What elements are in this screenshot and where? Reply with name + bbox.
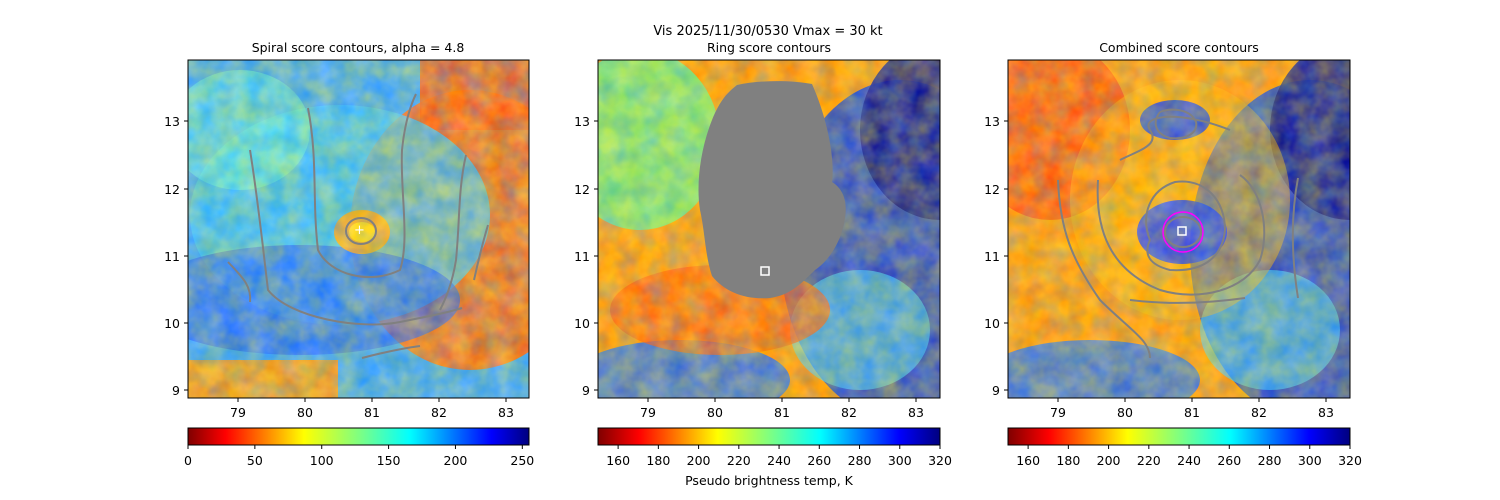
- colorbar-tick-label: 200: [444, 453, 468, 468]
- x-tick-label: 80: [297, 405, 313, 420]
- axes-frame: [1007, 59, 1351, 399]
- colorbar-label: Pseudo brightness temp, K: [685, 473, 854, 488]
- y-tick-label: 9: [582, 383, 590, 398]
- x-tick-label: 79: [640, 405, 656, 420]
- y-tick-label: 9: [172, 383, 180, 398]
- center-square-icon: [1177, 226, 1187, 236]
- x-tick-label: 80: [707, 405, 723, 420]
- x-tick-label: 80: [1117, 405, 1133, 420]
- panel-combined: Combined score contours: [984, 40, 1362, 468]
- image-ring: [598, 60, 940, 398]
- colorbar-tick-label: 150: [377, 453, 401, 468]
- y-tick-label: 12: [164, 182, 180, 197]
- panel-title: Ring score contours: [707, 40, 831, 55]
- colorbar-tick-label: 250: [510, 453, 534, 468]
- panel-title: Spiral score contours, alpha = 4.8: [252, 40, 465, 55]
- y-tick-label: 9: [992, 383, 1000, 398]
- spiral-contours: [227, 93, 489, 359]
- x-tick-label: 82: [841, 405, 857, 420]
- colorbar-tick-label: 0: [184, 453, 192, 468]
- panel-title: Combined score contours: [1099, 40, 1259, 55]
- combined-contours: [1057, 108, 1299, 359]
- x-tick-label: 83: [908, 405, 924, 420]
- colorbar-tick-label: 260: [1217, 453, 1241, 468]
- y-tick-label: 13: [574, 114, 590, 129]
- x-tick-label: 81: [364, 405, 380, 420]
- y-tick-label: 11: [164, 249, 180, 264]
- x-tick-label: 82: [431, 405, 447, 420]
- x-tick-label: 79: [230, 405, 246, 420]
- masked-region: [698, 81, 846, 299]
- center-square-icon: [760, 266, 770, 276]
- y-tick-label: 13: [164, 114, 180, 129]
- figure-suptitle: Vis 2025/11/30/0530 Vmax = 30 kt: [653, 24, 882, 39]
- y-tick-label: 10: [984, 316, 1000, 331]
- x-tick-label: 83: [1318, 405, 1334, 420]
- x-tick-label: 81: [1184, 405, 1200, 420]
- colorbar-tick-label: 160: [606, 453, 630, 468]
- colorbar-tick-label: 200: [1097, 453, 1121, 468]
- colorbar-tick-label: 280: [1258, 453, 1282, 468]
- image-combined: [1008, 60, 1350, 398]
- colorbar-tick-label: 260: [807, 453, 831, 468]
- y-tick-label: 11: [984, 249, 1000, 264]
- colorbar-tick-label: 320: [928, 453, 952, 468]
- x-axis: 79 80 81 82 83: [230, 398, 514, 420]
- y-tick-label: 13: [984, 114, 1000, 129]
- colorbar-tick-label: 300: [1298, 453, 1322, 468]
- y-tick-label: 10: [164, 316, 180, 331]
- colorbar-tick-label: 320: [1338, 453, 1362, 468]
- colorbar-tick-label: 200: [687, 453, 711, 468]
- colorbar-spiral: 0 50 100 150 200 250: [184, 427, 534, 468]
- colorbar-tick-label: 220: [727, 453, 751, 468]
- colorbar-combined: 160 180 200 220 240 260 280 300 320: [1007, 427, 1362, 468]
- highlight-ring: [1162, 211, 1204, 253]
- axes-frame: [597, 59, 941, 399]
- center-plus-icon: +: [354, 223, 365, 238]
- x-axis: 79 80 81 82 83: [640, 398, 924, 420]
- y-tick-label: 12: [574, 182, 590, 197]
- colorbar-tick-label: 240: [1177, 453, 1201, 468]
- colorbar-tick-label: 220: [1137, 453, 1161, 468]
- x-tick-label: 83: [498, 405, 514, 420]
- colorbar-tick-label: 240: [767, 453, 791, 468]
- y-tick-label: 11: [574, 249, 590, 264]
- x-tick-label: 82: [1251, 405, 1267, 420]
- colorbar-tick-label: 180: [1056, 453, 1080, 468]
- colorbar-tick-label: 300: [888, 453, 912, 468]
- x-tick-label: 79: [1050, 405, 1066, 420]
- colorbar-tick-label: 100: [310, 453, 334, 468]
- y-axis: 13 12 11 10 9: [574, 114, 598, 398]
- colorbar-ring: 160 180 200 220 240 260 280 300 320: [597, 427, 952, 468]
- x-tick-label: 81: [774, 405, 790, 420]
- x-axis: 79 80 81 82 83: [1050, 398, 1334, 420]
- colorbar-tick-label: 50: [247, 453, 263, 468]
- panel-ring: Ring score contours 13 12 11: [574, 40, 952, 488]
- y-axis: 13 12 11 10 9: [984, 114, 1008, 398]
- y-axis: 13 12 11 10 9: [164, 114, 188, 398]
- image-spiral: +: [188, 60, 529, 398]
- colorbar-tick-label: 280: [848, 453, 872, 468]
- y-tick-label: 10: [574, 316, 590, 331]
- colorbar-tick-label: 160: [1016, 453, 1040, 468]
- panel-spiral: Spiral score contours, alpha = 4.8: [164, 40, 534, 468]
- colorbar-tick-label: 180: [646, 453, 670, 468]
- axes-frame: [187, 59, 530, 399]
- y-tick-label: 12: [984, 182, 1000, 197]
